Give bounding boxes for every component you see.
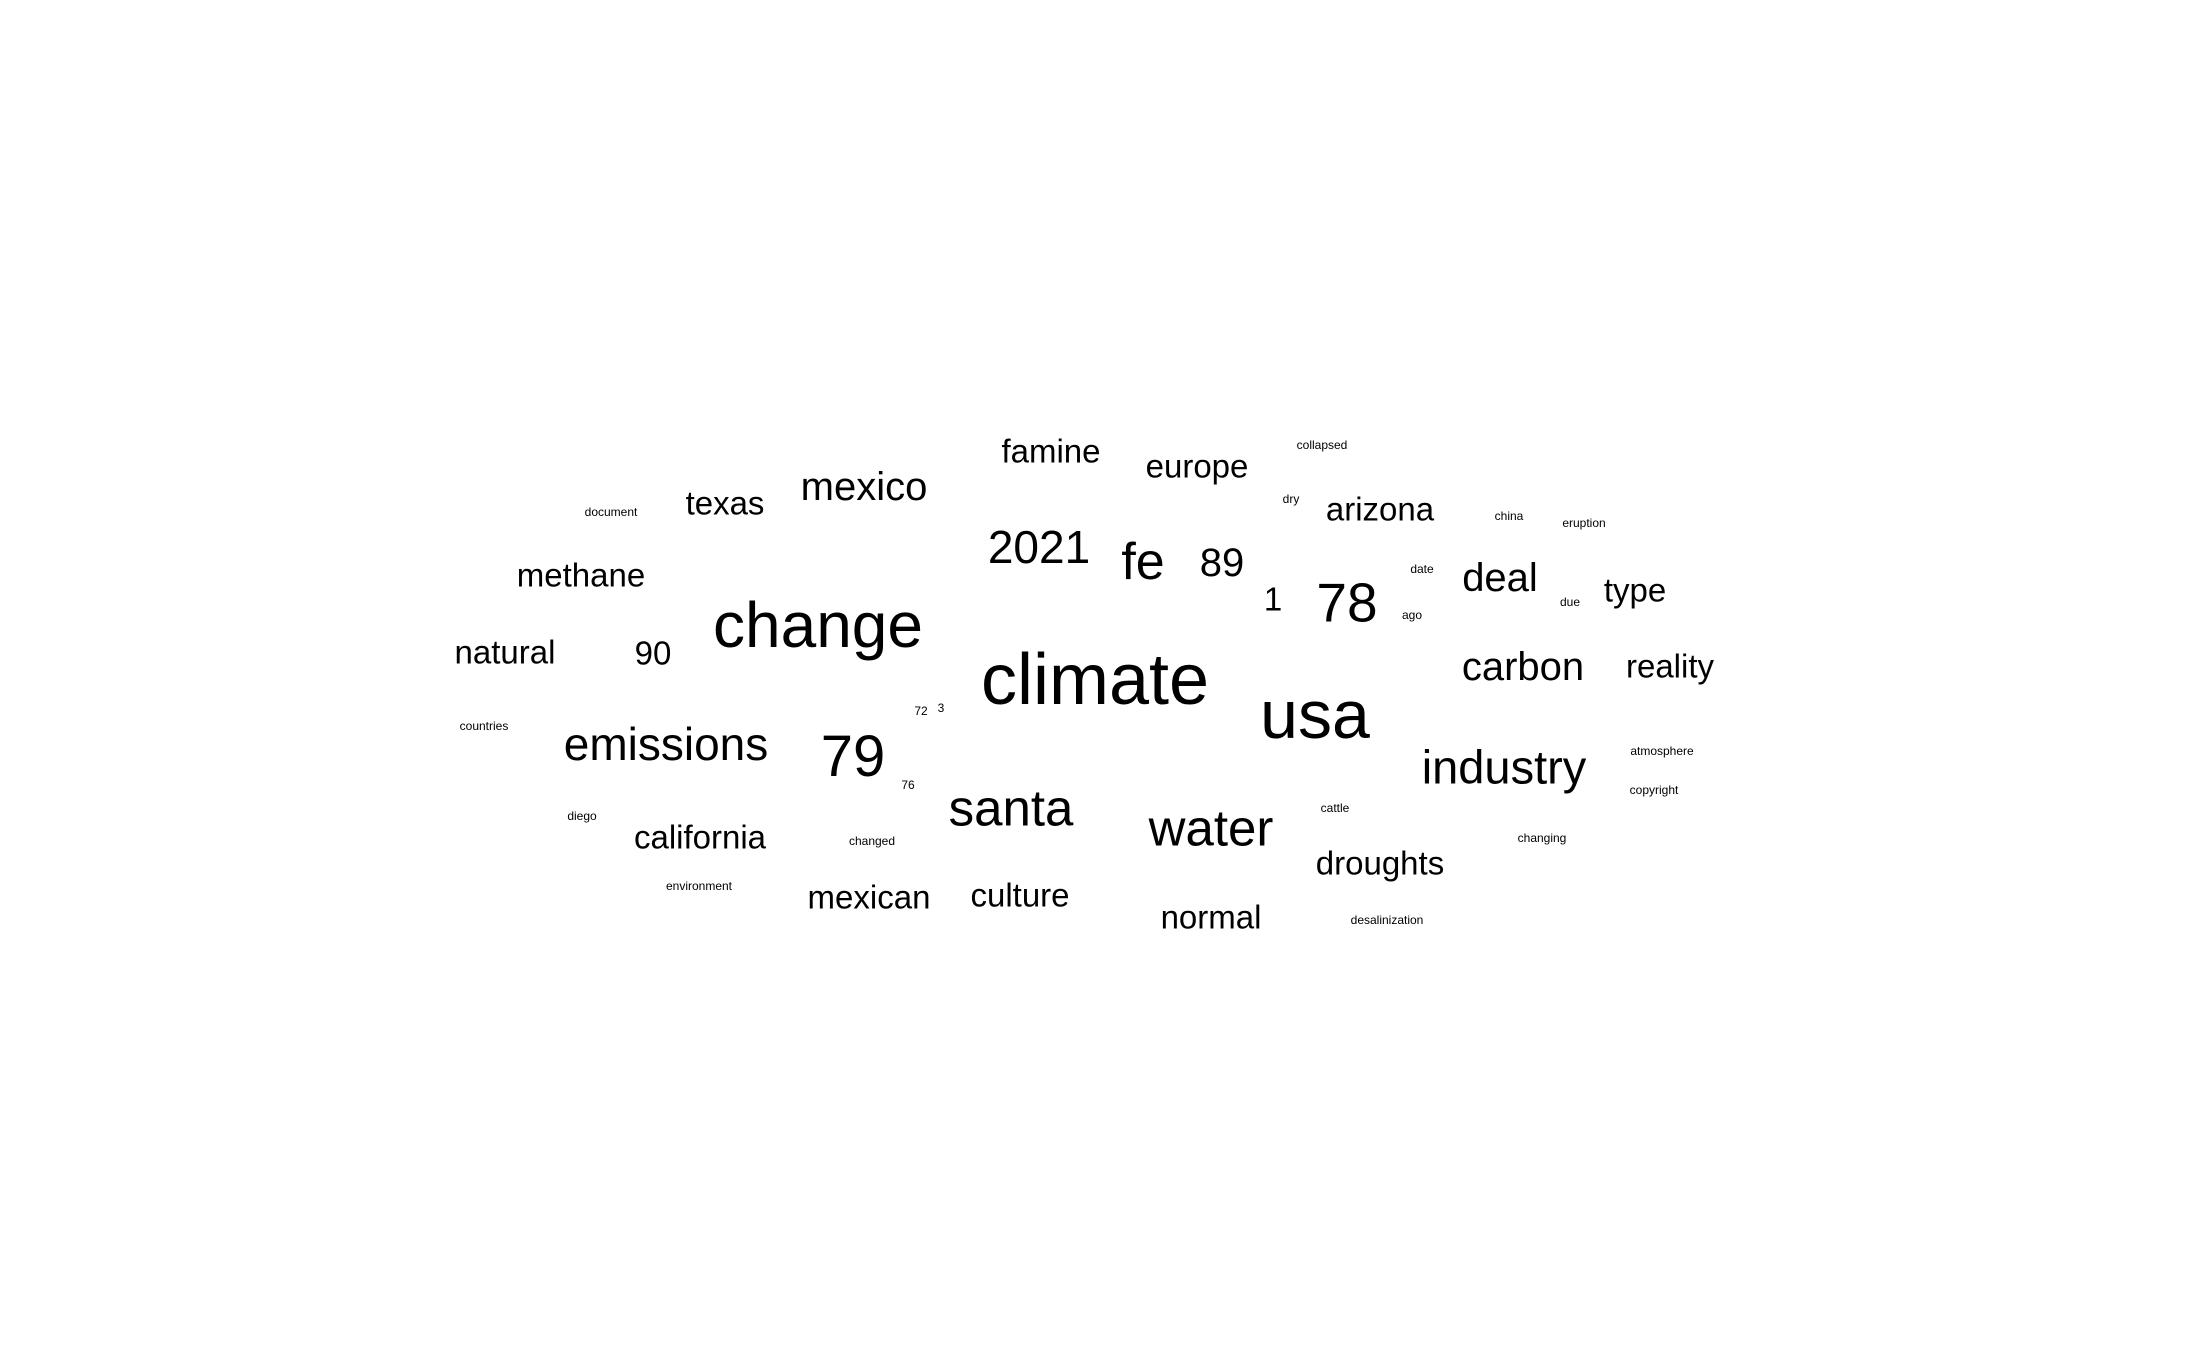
word-mexico: mexico <box>800 465 928 509</box>
word-culture: culture <box>970 876 1070 914</box>
word-due: due <box>1559 595 1581 609</box>
word-usa: usa <box>1260 677 1370 753</box>
word-changed: changed <box>848 834 896 848</box>
word-california: california <box>633 818 767 856</box>
word-carbon: carbon <box>1461 645 1585 689</box>
word-change: change <box>713 589 923 661</box>
word-collapsed: collapsed <box>1296 438 1348 452</box>
word-famine: famine <box>1001 432 1101 470</box>
word-environment: environment <box>665 879 733 893</box>
word-document: document <box>584 505 638 519</box>
word-type: type <box>1603 571 1667 609</box>
word-1: 1 <box>1263 580 1283 618</box>
word-reality: reality <box>1625 647 1715 685</box>
word-emissions: emissions <box>563 718 769 770</box>
word-79: 79 <box>820 724 886 789</box>
word-methane: methane <box>516 556 646 594</box>
word-2021: 2021 <box>987 521 1091 573</box>
word-cattle: cattle <box>1320 801 1350 815</box>
word-deal: deal <box>1462 556 1538 600</box>
word-natural: natural <box>454 633 556 671</box>
word-europe: europe <box>1145 447 1249 485</box>
word-industry: industry <box>1421 740 1587 794</box>
word-santa: santa <box>948 779 1074 837</box>
word-76: 76 <box>901 778 915 792</box>
word-78: 78 <box>1316 571 1378 634</box>
word-climate: climate <box>980 640 1210 720</box>
word-droughts: droughts <box>1315 844 1445 882</box>
word-water: water <box>1148 799 1274 857</box>
word-normal: normal <box>1160 898 1262 936</box>
word-mexican: mexican <box>807 878 931 916</box>
word-copyright: copyright <box>1629 783 1679 797</box>
word-atmosphere: atmosphere <box>1630 744 1694 758</box>
word-arizona: arizona <box>1325 490 1435 528</box>
word-90: 90 <box>634 634 672 672</box>
word-eruption: eruption <box>1562 516 1606 530</box>
word-3: 3 <box>937 701 945 715</box>
word-ago: ago <box>1401 608 1423 622</box>
word-dry: dry <box>1282 492 1300 506</box>
word-desalinization: desalinization <box>1350 913 1424 927</box>
word-diego: diego <box>567 809 597 823</box>
word-china: china <box>1494 509 1524 523</box>
word-changing: changing <box>1517 831 1567 845</box>
word-fe: fe <box>1121 533 1165 591</box>
word-72: 72 <box>914 704 928 718</box>
word-date: date <box>1410 562 1434 576</box>
word-texas: texas <box>685 484 765 522</box>
word-89: 89 <box>1199 541 1245 585</box>
word-countries: countries <box>459 719 509 733</box>
